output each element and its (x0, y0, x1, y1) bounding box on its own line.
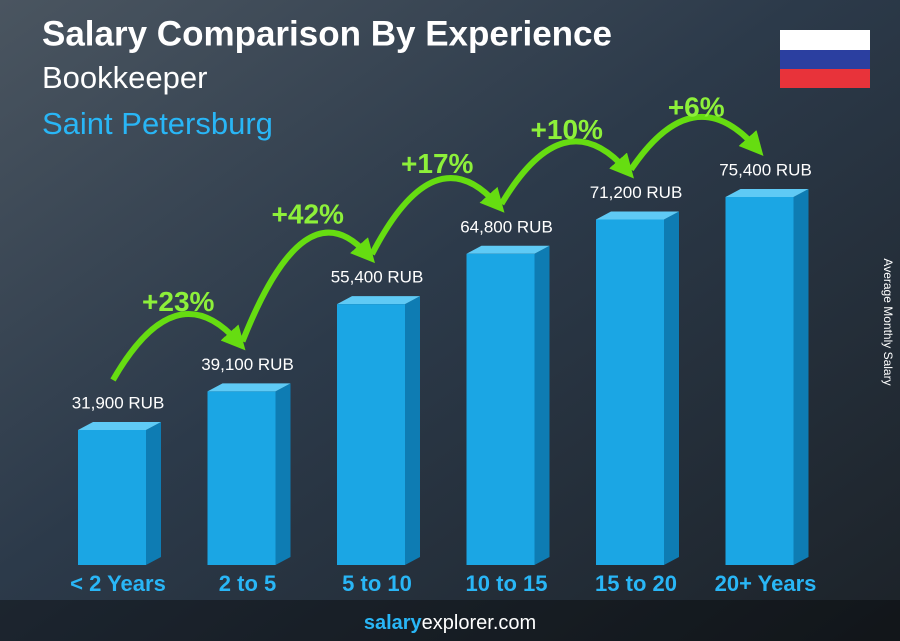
change-arrow (239, 229, 375, 343)
bar (725, 197, 794, 565)
bar-side (664, 211, 679, 565)
bar-side (793, 189, 809, 565)
x-tick-label: < 2 Years (70, 571, 166, 596)
x-tick-label: 10 to 15 (466, 571, 548, 596)
value-label: 64,800 RUB (460, 217, 553, 236)
change-arrow (369, 175, 505, 256)
change-label: +23% (142, 286, 214, 317)
chart-title: Salary Comparison By Experience (42, 14, 612, 53)
flag (780, 30, 870, 88)
change-label: +6% (668, 91, 725, 122)
footer-rest: explorer.com (422, 612, 537, 634)
value-label: 75,400 RUB (719, 160, 812, 179)
bar-side (405, 296, 420, 565)
footer-bold: salary (364, 612, 423, 634)
x-tick-label: 2 to 5 (219, 571, 276, 596)
bar (466, 253, 535, 565)
bar-top (725, 189, 809, 197)
bar-side (275, 383, 291, 565)
bar-top (466, 245, 550, 254)
location: Saint Petersburg (42, 106, 273, 141)
flag-blue (780, 50, 870, 69)
bar-side (146, 422, 161, 565)
x-tick-label: 5 to 10 (342, 571, 412, 596)
bar (207, 391, 276, 565)
footer: salaryexplorer.com (364, 612, 536, 634)
x-tick-label: 15 to 20 (595, 571, 677, 596)
bar-top (78, 422, 161, 430)
change-label: +17% (401, 148, 473, 179)
flag-red (780, 69, 870, 88)
bar (337, 304, 405, 565)
bar-top (207, 383, 291, 392)
bar (78, 430, 146, 565)
bar (596, 219, 664, 565)
axis-label: Average Monthly Salary (881, 258, 895, 385)
value-label: 71,200 RUB (590, 183, 683, 202)
change-arrow (498, 138, 634, 206)
bar-side (534, 245, 550, 565)
change-label: +10% (531, 114, 603, 145)
flag-white (780, 30, 870, 50)
x-tick-label: 20+ Years (715, 571, 817, 596)
value-label: 55,400 RUB (331, 268, 424, 287)
subtitle: Bookkeeper (42, 60, 207, 95)
value-label: 31,900 RUB (72, 393, 165, 412)
change-label: +42% (272, 199, 344, 230)
value-label: 39,100 RUB (201, 355, 294, 374)
footer-band (0, 600, 900, 641)
bar-top (337, 296, 420, 305)
change-arrow (110, 311, 246, 382)
change-arrow (628, 113, 764, 172)
bar-top (596, 211, 679, 220)
